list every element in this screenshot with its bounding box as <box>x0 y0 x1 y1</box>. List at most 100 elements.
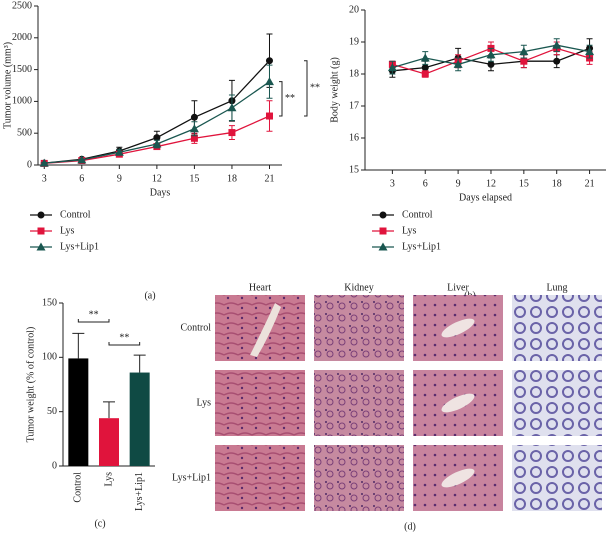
x-tick-label: 18 <box>227 173 237 184</box>
y-tick-label: 0 <box>52 460 57 471</box>
annotation: ** <box>285 93 295 104</box>
x-tick-label: 9 <box>117 173 122 184</box>
significance-bracket <box>108 342 141 346</box>
x-tick-label: 6 <box>79 173 84 184</box>
marker <box>265 57 273 65</box>
vessel <box>441 318 475 338</box>
significance-bracket <box>77 319 110 323</box>
x-tick-label: 15 <box>189 173 199 184</box>
panel-label: (a) <box>144 290 155 301</box>
marker <box>36 242 46 251</box>
marker <box>420 53 430 62</box>
histology-image <box>512 295 602 361</box>
marker <box>520 57 528 65</box>
y-tick-label: 500 <box>17 127 32 138</box>
marker <box>487 60 495 68</box>
marker <box>189 124 199 133</box>
legend-label: Lys+Lip1 <box>402 241 441 252</box>
y-tick-label: 150 <box>42 297 57 308</box>
panel-label: (d) <box>404 521 416 532</box>
marker <box>264 77 274 86</box>
marker <box>519 47 529 56</box>
histology-image <box>215 445 305 511</box>
bar <box>99 418 119 466</box>
marker <box>486 50 496 59</box>
x-tick-label: 18 <box>552 178 562 189</box>
y-tick-label: 2000 <box>12 32 32 43</box>
histology-image <box>314 370 404 436</box>
y-tick-label: 20 <box>349 4 359 15</box>
annotation: ** <box>310 83 320 94</box>
marker <box>585 47 595 56</box>
panel-label: (c) <box>94 518 105 529</box>
y-tick-label: 0 <box>27 159 32 170</box>
histology-image <box>512 445 602 511</box>
legend-label: Lys <box>402 225 417 236</box>
y-axis-label: Body weight (g) <box>329 57 340 123</box>
significance-bracket <box>279 81 283 117</box>
x-tick-label: 12 <box>486 178 496 189</box>
marker <box>379 211 387 219</box>
legend-label: Lys <box>60 225 75 236</box>
bar <box>68 358 89 466</box>
row-label: Lys+Lip1 <box>172 472 211 483</box>
significance-bracket <box>304 60 308 117</box>
x-tick-label: 9 <box>456 178 461 189</box>
x-tick-label: Control <box>73 472 84 503</box>
y-axis-label: Tumor weight (% of control) <box>25 327 36 443</box>
marker <box>37 227 45 235</box>
annotation: ** <box>119 332 129 343</box>
x-tick-label: 3 <box>42 173 47 184</box>
series-line <box>44 81 270 164</box>
marker <box>153 134 161 142</box>
vessel <box>250 303 281 357</box>
y-tick-label: 100 <box>42 352 57 363</box>
y-tick-label: 15 <box>349 164 359 175</box>
x-tick-label: 3 <box>390 178 395 189</box>
x-tick-label: Lys+Lip1 <box>134 472 145 511</box>
marker <box>453 59 463 68</box>
marker <box>190 134 198 142</box>
marker <box>421 64 429 72</box>
error-bar <box>103 401 115 419</box>
x-tick-label: Lys <box>103 472 114 487</box>
row-label: Control <box>180 322 211 333</box>
annotation: ** <box>89 309 99 320</box>
bar <box>129 372 150 466</box>
column-label: Kidney <box>344 282 373 293</box>
legend-label: Control <box>60 209 91 220</box>
marker <box>77 155 87 164</box>
legend-label: Control <box>402 209 433 220</box>
error-bar <box>133 354 146 373</box>
y-tick-label: 1000 <box>12 96 32 107</box>
x-tick-label: 12 <box>152 173 162 184</box>
histology-image <box>215 370 305 436</box>
histology-image <box>314 445 404 511</box>
marker <box>421 70 429 78</box>
legend-label: Lys+Lip1 <box>60 241 99 252</box>
marker <box>379 227 387 235</box>
column-label: Heart <box>249 282 271 293</box>
x-axis-label: Days <box>150 187 171 198</box>
x-axis-label: Days elapsed <box>459 192 512 203</box>
y-axis-label: Tumor volume (mm³) <box>2 42 13 129</box>
x-tick-label: 6 <box>423 178 428 189</box>
column-label: Lung <box>546 282 567 293</box>
y-tick-label: 50 <box>47 406 57 417</box>
marker <box>37 211 45 219</box>
marker <box>152 139 162 148</box>
marker <box>228 129 236 137</box>
y-tick-label: 18 <box>349 68 359 79</box>
y-tick-label: 2500 <box>12 0 32 11</box>
y-tick-label: 1500 <box>12 64 32 75</box>
marker <box>114 147 124 156</box>
marker <box>553 57 561 65</box>
row-label: Lys <box>197 397 212 408</box>
y-tick-label: 19 <box>349 36 359 47</box>
marker <box>387 63 397 72</box>
histology-image <box>314 295 404 361</box>
axis-line <box>364 10 606 171</box>
column-label: Liver <box>447 282 469 293</box>
marker <box>39 158 49 167</box>
